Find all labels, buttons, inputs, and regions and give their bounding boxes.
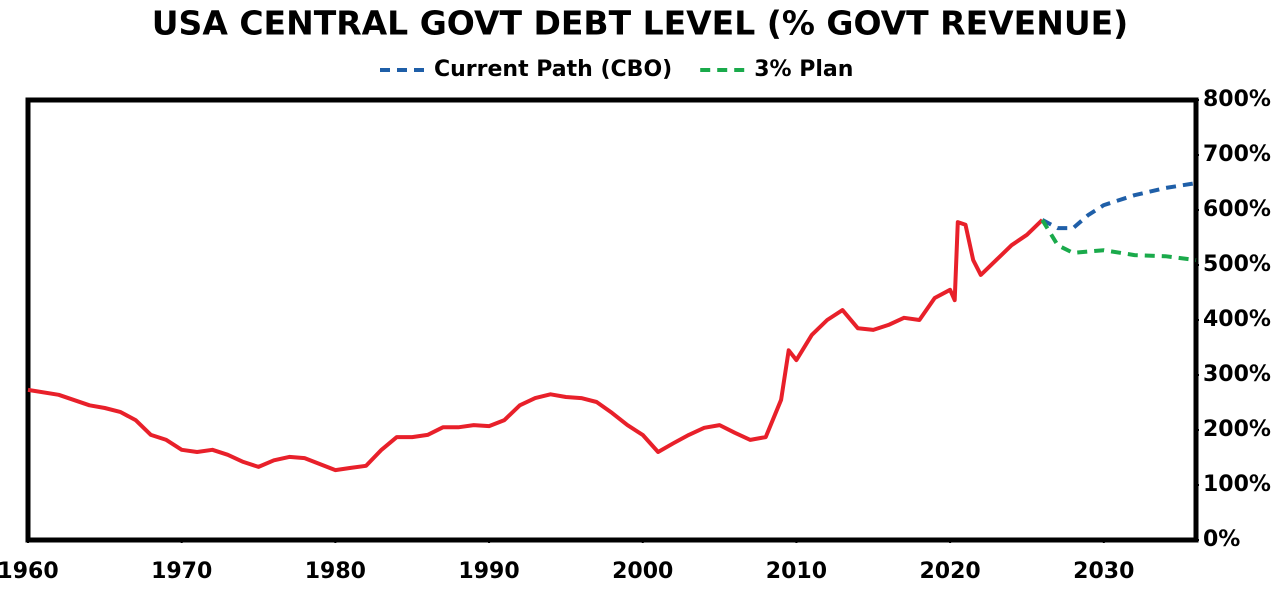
data-line [1041, 181, 1197, 231]
chart-title: USA CENTRAL GOVT DEBT LEVEL (% GOVT REVE… [152, 4, 1129, 43]
x-tick-label: 2030 [1073, 559, 1134, 584]
y-tick-label: 0% [1203, 527, 1240, 552]
legend: Current Path (CBO) 3% Plan [380, 57, 853, 82]
x-tick-label: 2010 [766, 559, 827, 584]
legend-label: 3% Plan [754, 57, 853, 82]
y-tick-label: 700% [1203, 142, 1271, 167]
x-tick-label: 1960 [0, 559, 59, 584]
x-tick-label: 1970 [151, 559, 212, 584]
y-tick-label: 500% [1203, 252, 1271, 277]
plot-frame [25, 97, 1199, 543]
y-tick-label: 800% [1203, 87, 1271, 112]
x-tick-label: 2000 [612, 559, 673, 584]
legend-label: Current Path (CBO) [434, 57, 672, 82]
y-tick-label: 300% [1203, 362, 1271, 387]
x-tick-label: 2020 [919, 559, 980, 584]
x-tick-label: 1990 [458, 559, 519, 584]
x-tick-label: 1980 [305, 559, 366, 584]
y-tick-label: 200% [1203, 417, 1271, 442]
y-tick-label: 400% [1203, 307, 1271, 332]
data-line [1040, 218, 1197, 263]
y-tick-label: 100% [1203, 472, 1271, 497]
data-line [27, 218, 1044, 473]
y-tick-label: 600% [1203, 197, 1271, 222]
